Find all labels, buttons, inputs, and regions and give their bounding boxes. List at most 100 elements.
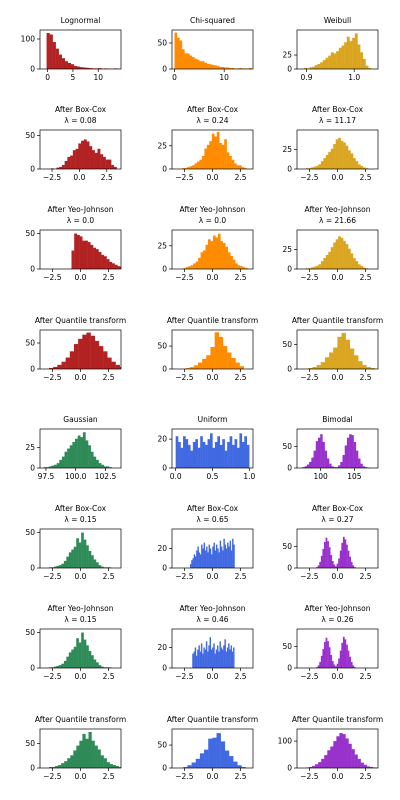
histogram-bar [98, 565, 102, 568]
histogram-bar [357, 44, 361, 69]
histogram-bar [228, 546, 230, 568]
histogram-bar [185, 267, 189, 269]
histogram-bar [196, 550, 198, 568]
histogram-bar [324, 542, 326, 568]
histogram-bar [315, 441, 319, 468]
histogram-bars [174, 32, 252, 69]
x-tick-label: 0.0 [75, 672, 87, 681]
histogram-bar [73, 646, 77, 668]
histogram-bar [244, 436, 247, 468]
histogram-bar [355, 261, 359, 269]
histogram-bar [89, 68, 93, 69]
histogram-bar [233, 544, 235, 568]
histogram-bars [46, 33, 120, 69]
histogram-bar [192, 165, 195, 169]
histogram-bar [236, 165, 240, 169]
histogram-bar [191, 57, 195, 69]
y-tick-label: 0 [162, 464, 167, 473]
histogram-bar [115, 364, 120, 369]
histogram-bar [91, 740, 95, 768]
histogram-bar [343, 142, 346, 169]
histogram-bar [79, 67, 84, 69]
y-tick-label: 0 [30, 165, 35, 174]
histogram-bar [202, 358, 207, 369]
x-tick-label: 2.5 [235, 173, 247, 182]
histogram-bar [219, 143, 222, 169]
histogram-bar [233, 647, 235, 668]
subplot-title: After Quantile transform [167, 316, 258, 325]
histogram-bar [308, 168, 312, 169]
histogram-bar [345, 738, 349, 768]
axes-frame [296, 29, 379, 70]
histogram-bar [210, 241, 214, 269]
histogram-bar [237, 765, 242, 768]
histogram-bar [318, 762, 322, 768]
histogram-bar [365, 65, 369, 69]
x-tick-label: 100 [313, 472, 328, 481]
histogram-bar [57, 364, 62, 369]
histogram-bar [94, 152, 98, 169]
x-tick-label: 105 [347, 472, 362, 481]
histogram-bar [197, 447, 201, 468]
histogram-bar [362, 466, 365, 468]
histogram-bar [335, 566, 337, 568]
x-tick-label: 0.0 [75, 373, 87, 382]
histogram-bar [222, 346, 228, 369]
histogram-bar [358, 361, 363, 369]
histogram-bar [308, 368, 313, 369]
histogram-bar [200, 252, 204, 269]
y-tick-label: 0 [287, 464, 292, 473]
y-tick-label: 50 [157, 741, 167, 750]
subplot-title: After Yeo-Johnson [179, 205, 245, 214]
histogram-bar [230, 550, 233, 568]
histogram-bar [120, 266, 121, 269]
subplot-panel: −2.5 0.0 2.5 0 50 After Box-Cox λ = 0.27 [282, 504, 379, 581]
x-tick-label: −2.5 [43, 373, 61, 382]
histogram-bars [175, 433, 250, 468]
x-tick-label: 2.5 [103, 772, 115, 781]
histogram-bar [61, 361, 66, 369]
histogram-bar [321, 758, 325, 768]
histogram-bar [219, 66, 222, 69]
histogram-bar [211, 64, 215, 69]
y-tick-label: 0 [287, 65, 292, 74]
histogram-bar [65, 357, 71, 369]
x-tick-label: 100.0 [65, 472, 87, 481]
histogram-bar [88, 550, 92, 568]
x-tick-label: 0.0 [207, 173, 219, 182]
histogram-bar [221, 66, 225, 69]
histogram-bars [185, 332, 244, 369]
histogram-bar [98, 346, 104, 369]
histogram-bar [364, 467, 368, 468]
histogram-bar [353, 667, 356, 668]
histogram-bar [95, 459, 99, 468]
histogram-bar [49, 667, 52, 668]
subplot-title: Bimodal [322, 415, 353, 424]
histogram-bar [345, 145, 349, 169]
histogram-bar [82, 240, 86, 269]
subplot-panel: −2.5 0.0 2.5 0 25 After Box-Cox λ = 0.24 [157, 105, 254, 182]
x-tick-label: 1.0 [348, 73, 360, 82]
histogram-bar [336, 51, 340, 69]
histogram-bar [325, 57, 329, 69]
histogram-bar [198, 257, 201, 269]
subplot-lambda-label: λ = 0.15 [64, 615, 96, 624]
histogram-bar [239, 67, 242, 69]
histogram-bar [58, 765, 62, 768]
x-tick-label: −2.5 [43, 273, 61, 282]
histogram-bar [339, 550, 342, 568]
y-tick-label: 0 [162, 764, 167, 773]
histogram-bar [327, 750, 331, 768]
subplot-panel: −2.5 0.0 2.5 0 50 After Yeo-Johnson λ = 0.15 [25, 604, 122, 681]
histogram-bar [214, 653, 216, 668]
histogram-bar [221, 144, 225, 169]
x-tick-label: −2.5 [43, 772, 61, 781]
histogram-bar [325, 154, 329, 169]
histogram-bar [195, 758, 201, 768]
histogram-bars [71, 233, 121, 269]
histogram-bar [64, 61, 69, 69]
histogram-bar [229, 649, 231, 668]
histogram-bar [80, 437, 84, 468]
histogram-bars [49, 731, 121, 768]
